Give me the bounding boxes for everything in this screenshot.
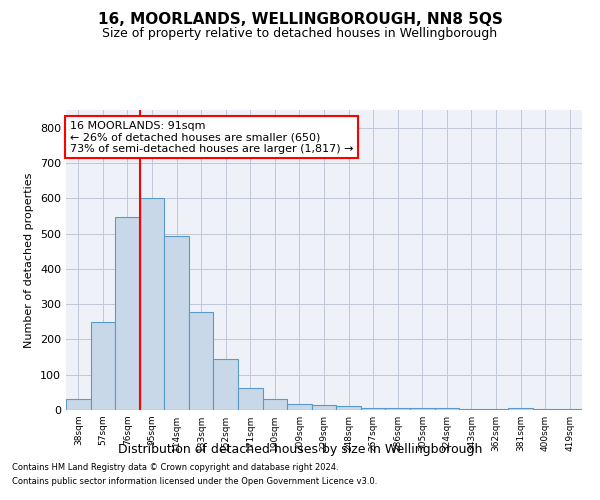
Text: Contains HM Land Registry data © Crown copyright and database right 2024.: Contains HM Land Registry data © Crown c… — [12, 464, 338, 472]
Bar — [385, 408, 410, 410]
Bar — [508, 408, 533, 410]
Text: Contains public sector information licensed under the Open Government Licence v3: Contains public sector information licen… — [12, 477, 377, 486]
Text: Distribution of detached houses by size in Wellingborough: Distribution of detached houses by size … — [118, 442, 482, 456]
Text: 16, MOORLANDS, WELLINGBOROUGH, NN8 5QS: 16, MOORLANDS, WELLINGBOROUGH, NN8 5QS — [98, 12, 502, 28]
Bar — [66, 398, 91, 410]
Bar — [336, 406, 361, 410]
Bar — [434, 408, 459, 410]
Y-axis label: Number of detached properties: Number of detached properties — [25, 172, 34, 348]
Text: Size of property relative to detached houses in Wellingborough: Size of property relative to detached ho… — [103, 28, 497, 40]
Bar — [140, 198, 164, 410]
Bar — [410, 408, 434, 410]
Bar — [115, 216, 140, 410]
Bar — [361, 408, 385, 410]
Bar — [312, 406, 336, 410]
Bar — [189, 312, 214, 410]
Bar — [164, 236, 189, 410]
Bar — [557, 409, 582, 410]
Bar — [287, 404, 312, 410]
Text: 16 MOORLANDS: 91sqm
← 26% of detached houses are smaller (650)
73% of semi-detac: 16 MOORLANDS: 91sqm ← 26% of detached ho… — [70, 120, 353, 154]
Bar — [459, 408, 484, 410]
Bar — [238, 388, 263, 410]
Bar — [263, 400, 287, 410]
Bar — [91, 322, 115, 410]
Bar — [214, 359, 238, 410]
Bar — [533, 409, 557, 410]
